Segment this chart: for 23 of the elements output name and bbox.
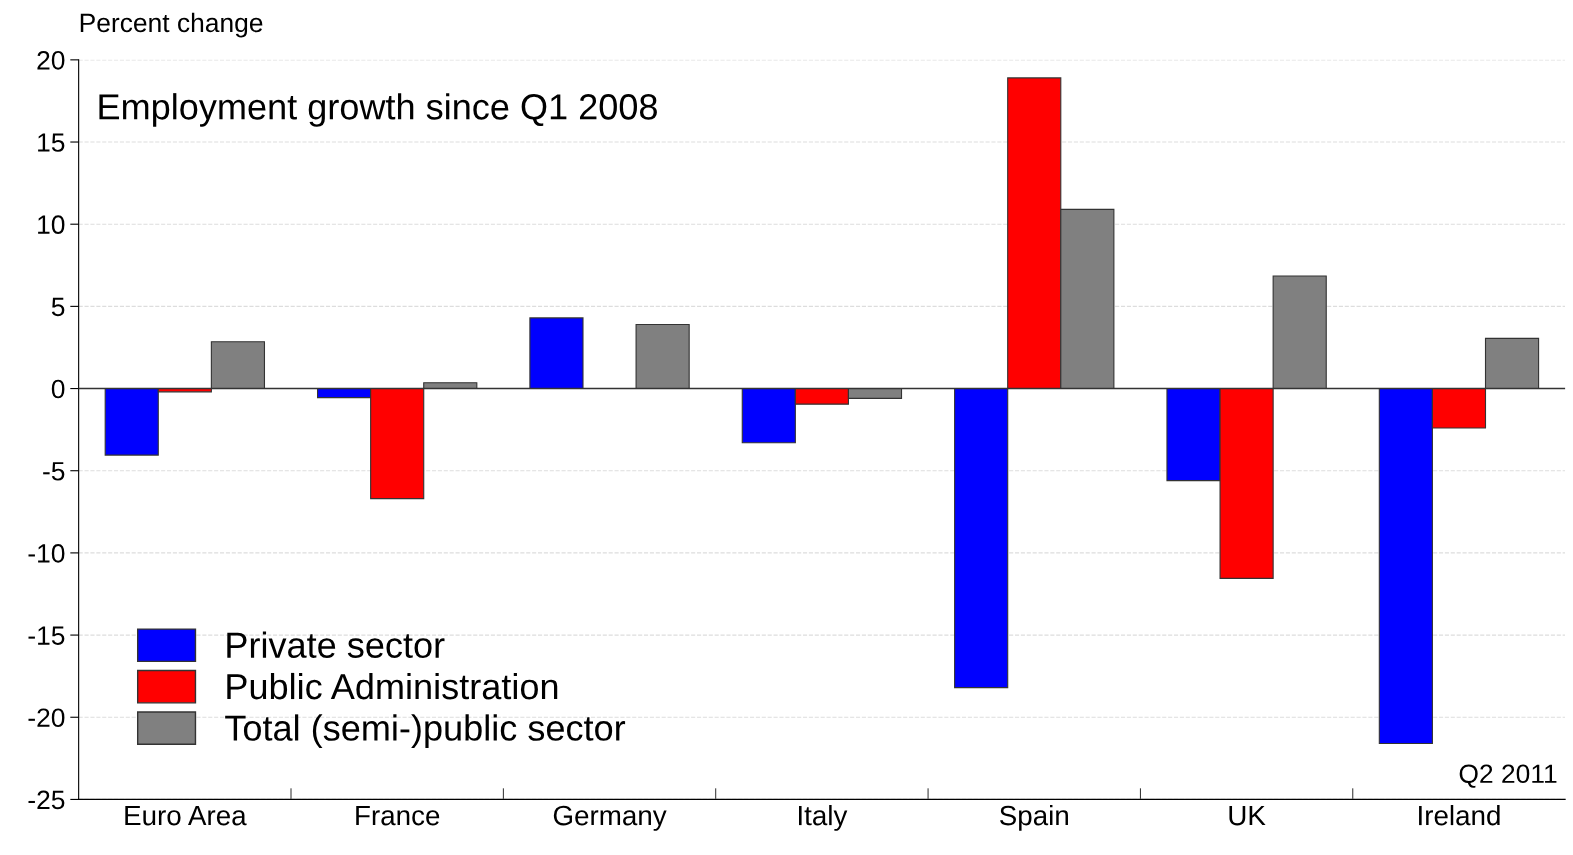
- y-tick-label: -15: [28, 626, 65, 645]
- x-tick-label: Spain: [999, 804, 1068, 831]
- x-tick-label: Euro Area: [125, 806, 247, 826]
- y-tick-label: -5: [43, 462, 65, 481]
- annotation: Q2 2011: [1459, 764, 1557, 788]
- x-tick-label: UK: [1229, 806, 1266, 826]
- x-tick-label: France: [356, 806, 440, 826]
- x-tick-label: Ireland: [1419, 804, 1500, 826]
- y-tick-label: 15: [38, 133, 65, 152]
- y-tick-label: 5: [51, 297, 65, 317]
- y-tick-label: 10: [38, 215, 65, 235]
- y-tick-label: -10: [28, 544, 65, 563]
- y-tick-label: 20: [37, 50, 65, 70]
- legend-label: Private sector: [227, 631, 445, 658]
- x-tick-label: Germany: [553, 805, 667, 831]
- y-tick-label: -20: [28, 708, 65, 728]
- text: Employment growth since Q1 2008: [99, 93, 657, 127]
- x-tick-label: Italy: [798, 804, 848, 831]
- y-tick-label: 0: [51, 379, 65, 399]
- legend-label: Total (semi-)public sector: [225, 714, 626, 748]
- y-axis-title: Percent change: [80, 12, 263, 38]
- legend-label: Public Administration: [227, 672, 558, 700]
- y-tick-label: -25: [28, 790, 65, 810]
